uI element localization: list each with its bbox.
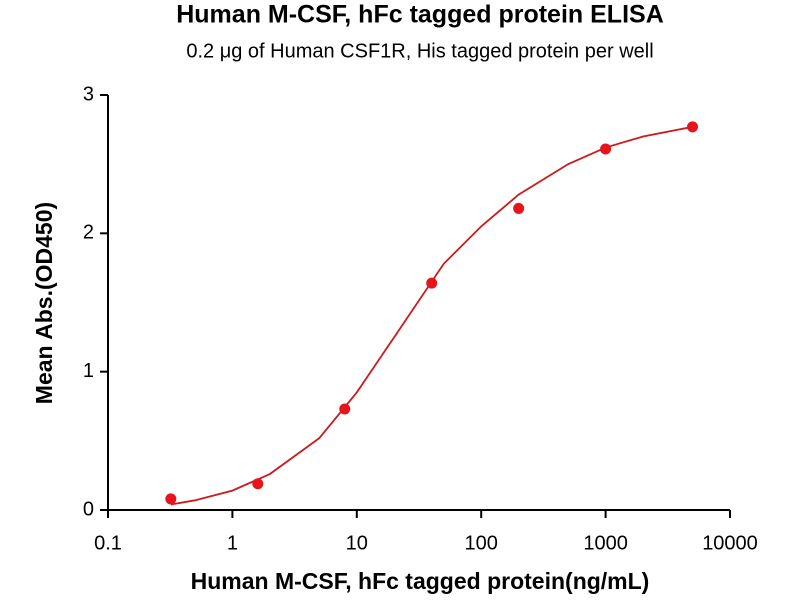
x-axis-label: Human M-CSF, hFc tagged protein(ng/mL) — [191, 568, 650, 594]
chart-subtitle: 0.2 μg of Human CSF1R, His tagged protei… — [186, 40, 653, 62]
x-tick-label: 10000 — [702, 532, 758, 554]
data-point — [600, 143, 612, 155]
x-tick-label: 1000 — [583, 532, 628, 554]
y-tick-label: 2 — [83, 222, 94, 244]
chart-title: Human M-CSF, hFc tagged protein ELISA — [176, 1, 664, 29]
x-tick-label: 10 — [346, 532, 368, 554]
y-tick-label: 3 — [83, 83, 94, 105]
fit-curve — [170, 125, 693, 506]
x-tick-label: 100 — [465, 532, 498, 554]
data-point — [687, 121, 699, 133]
x-tick-label: 0.1 — [94, 532, 122, 554]
data-point — [426, 277, 438, 289]
data-point — [165, 493, 177, 505]
data-point — [513, 202, 525, 214]
y-tick-label: 1 — [83, 360, 94, 382]
y-tick-label: 0 — [83, 498, 94, 520]
data-point — [252, 478, 264, 490]
y-axis-label: Mean Abs.(OD450) — [31, 202, 57, 404]
x-tick-label: 1 — [227, 532, 238, 554]
data-point — [339, 403, 351, 415]
